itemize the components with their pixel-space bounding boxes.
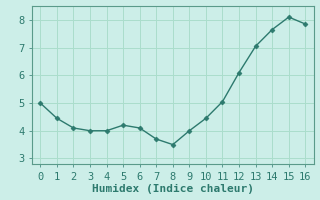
- X-axis label: Humidex (Indice chaleur): Humidex (Indice chaleur): [92, 184, 254, 194]
